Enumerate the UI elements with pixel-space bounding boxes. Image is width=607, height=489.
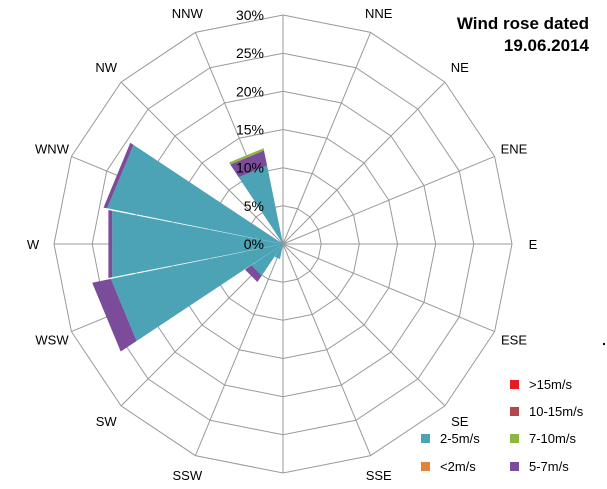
direction-label-se: SE [451, 414, 469, 429]
radial-tick-label: 25% [236, 45, 264, 61]
radial-tick-label: 10% [236, 160, 264, 176]
segment-ssw-1 [274, 244, 283, 259]
segment-w-0 [280, 243, 283, 245]
direction-label-ene: ENE [501, 141, 528, 156]
chart-subtitle: 19.06.2014 [503, 36, 589, 55]
legend-label-2-5: 2-5m/s [440, 431, 480, 446]
direction-label-ne: NE [451, 60, 469, 75]
radial-tick-label: 15% [236, 122, 264, 138]
legend-label-7-10: 7-10m/s [529, 431, 576, 446]
grid-spoke-ne [282, 81, 446, 245]
segment-wsw-2 [92, 278, 137, 352]
radial-tick-label: 5% [244, 198, 264, 214]
grid-spoke-ene [282, 155, 495, 245]
direction-label-sse: SSE [366, 468, 392, 483]
legend-swatch-gt15 [510, 380, 519, 389]
direction-label-e: E [529, 237, 538, 252]
legend-swatch-7-10 [510, 434, 519, 443]
direction-label-s: S [279, 487, 288, 489]
legend-swatch-5-7 [510, 462, 519, 471]
legend-swatch-10-15 [510, 407, 519, 416]
direction-label-n: N [278, 0, 287, 2]
segment-sw-2 [245, 265, 262, 282]
legend-label-gt15: >15m/s [529, 377, 572, 392]
grid-spoke-ese [282, 243, 495, 333]
direction-label-ese: ESE [501, 333, 527, 348]
direction-label-ssw: SSW [172, 468, 202, 483]
segment-w-2 [108, 210, 113, 278]
segment-wsw-1 [110, 244, 284, 341]
direction-label-w: W [27, 237, 40, 252]
legend-item-2-5: 2-5m/s [421, 431, 480, 446]
segment-nnw-3 [229, 148, 264, 165]
grid-spoke-sse [282, 243, 372, 456]
segment-nnw-1 [238, 165, 283, 244]
segment-nnw-2 [230, 150, 268, 178]
legend-item-5-7: 5-7m/s [510, 459, 569, 474]
grid-spoke-ssw [194, 243, 284, 456]
direction-label-nne: NNE [365, 6, 393, 21]
legend-item-7-10: 7-10m/s [510, 431, 576, 446]
segment-sw-1 [251, 244, 283, 276]
radial-tick-label: 0% [244, 236, 264, 252]
legend-swatch-lt2 [421, 462, 430, 471]
grid-spoke-nne [282, 32, 372, 245]
legend-label-lt2: <2m/s [440, 459, 476, 474]
grid-spoke-se [282, 243, 446, 407]
radial-tick-label: 20% [236, 83, 264, 99]
direction-label-wnw: WNW [35, 141, 70, 156]
radial-tick-label: 30% [236, 7, 264, 23]
legend-label-10-15: 10-15m/s [529, 404, 584, 419]
direction-label-nw: NW [95, 60, 117, 75]
legend-item-10-15: 10-15m/s [510, 404, 583, 419]
segment-w-1 [112, 210, 281, 278]
stray-tick-mark [603, 343, 605, 345]
direction-label-wsw: WSW [35, 333, 69, 348]
legend-swatch-2-5 [421, 434, 430, 443]
legend-item-lt2: <2m/s [421, 459, 476, 474]
segment-wnw-2 [103, 142, 134, 209]
segment-wnw-1 [107, 144, 283, 244]
legend-item-gt15: >15m/s [510, 377, 572, 392]
grid-spoke-nw [120, 81, 284, 245]
direction-label-nnw: NNW [172, 6, 204, 21]
legend-label-5-7: 5-7m/s [529, 459, 569, 474]
direction-label-sw: SW [96, 414, 118, 429]
chart-title: Wind rose dated [456, 14, 589, 33]
